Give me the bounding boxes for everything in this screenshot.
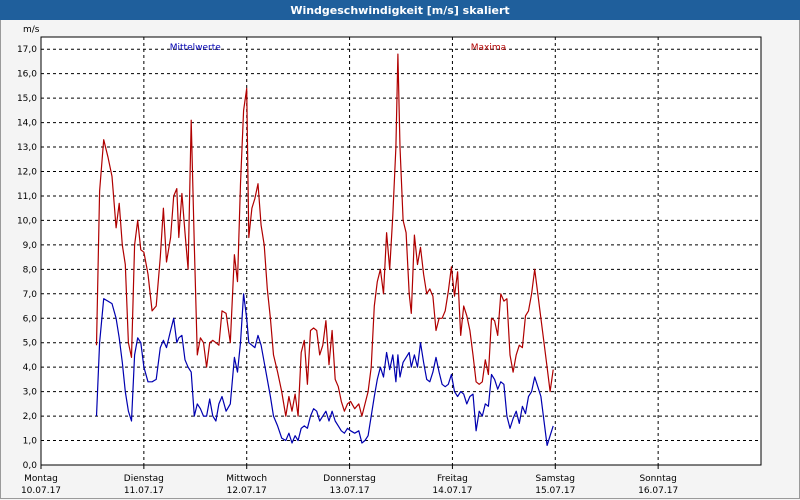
y-tick-label: 13,0: [17, 143, 37, 153]
series-lines: [95, 53, 554, 446]
y-tick-label: 8,0: [23, 265, 38, 275]
x-axis-tick-labels: Montag 10.07.17 Dienstag 11.07.17 Mittwoch 12…: [21, 465, 678, 496]
y-tick-label: 17,0: [17, 45, 37, 55]
x-tick-date-label: 16.07.17: [638, 486, 678, 496]
y-tick-label: 5,0: [23, 339, 38, 349]
series-line-mittelwerte: [95, 293, 554, 446]
legend-label-mittelwerte: Mittelwerte: [170, 43, 221, 53]
x-tick-day-label: Samstag: [536, 474, 575, 484]
x-tick-date-label: 11.07.17: [124, 486, 164, 496]
y-tick-label: 0,0: [23, 461, 38, 471]
chart-frame: 0,0 1,0 2,0 3,0 4,0 5,0 6,0 7,0 8,0 9,0 10,0 11,0 12…: [0, 20, 800, 499]
plot-area: [40, 36, 762, 466]
y-tick-label: 4,0: [23, 363, 38, 373]
y-tick-label: 12,0: [17, 168, 37, 178]
grid-lines: [41, 37, 761, 465]
y-tick-label: 16,0: [17, 70, 37, 80]
x-tick-date-label: 15.07.17: [535, 486, 575, 496]
window-title: Windgeschwindigkeit [m/s] skaliert: [0, 0, 800, 20]
x-tick-date-label: 12.07.17: [227, 486, 267, 496]
legend-label-maxima: Maxima: [471, 43, 506, 53]
y-axis-label: m/s: [23, 25, 40, 35]
y-tick-label: 11,0: [17, 192, 37, 202]
y-tick-label: 1,0: [23, 437, 38, 447]
y-tick-label: 9,0: [23, 241, 38, 251]
y-tick-label: 10,0: [17, 216, 37, 226]
y-tick-label: 15,0: [17, 94, 37, 104]
x-tick-day-label: Freitag: [437, 474, 468, 484]
x-tick-day-label: Donnerstag: [323, 474, 376, 484]
y-tick-label: 7,0: [23, 290, 38, 300]
x-tick-day-label: Montag: [24, 474, 58, 484]
y-tick-label: 3,0: [23, 388, 38, 398]
y-tick-label: 6,0: [23, 314, 38, 324]
x-tick-day-label: Mittwoch: [226, 474, 267, 484]
series-line-maxima: [95, 53, 554, 417]
x-tick-day-label: Dienstag: [124, 474, 164, 484]
legend: Maxima Mittelwerte: [170, 43, 506, 53]
x-tick-date-label: 10.07.17: [21, 486, 61, 496]
x-tick-date-label: 13.07.17: [330, 486, 370, 496]
y-tick-label: 2,0: [23, 412, 38, 422]
x-tick-date-label: 14.07.17: [432, 486, 472, 496]
wind-speed-chart: 0,0 1,0 2,0 3,0 4,0 5,0 6,0 7,0 8,0 9,0 10,0 11,0 12…: [17, 25, 762, 496]
x-tick-day-label: Sonntag: [639, 474, 676, 484]
y-tick-label: 14,0: [17, 119, 37, 129]
y-axis-tick-labels: 0,0 1,0 2,0 3,0 4,0 5,0 6,0 7,0 8,0 9,0 10,0 11,0 12…: [17, 45, 37, 471]
